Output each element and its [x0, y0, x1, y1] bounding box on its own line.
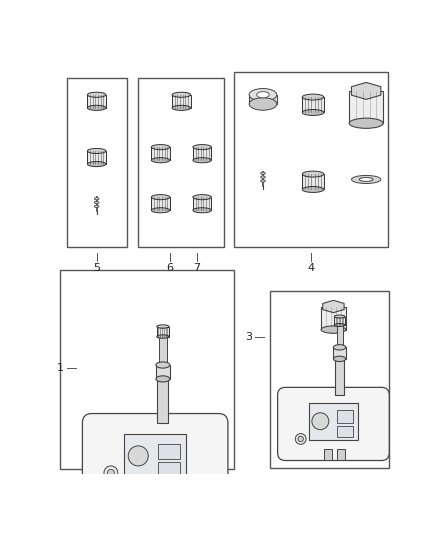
- Bar: [324, 449, 332, 460]
- Ellipse shape: [333, 345, 346, 350]
- Ellipse shape: [359, 177, 373, 181]
- Ellipse shape: [107, 470, 114, 477]
- FancyBboxPatch shape: [82, 414, 228, 502]
- FancyBboxPatch shape: [278, 387, 389, 461]
- Ellipse shape: [193, 158, 212, 163]
- Ellipse shape: [193, 144, 212, 150]
- Ellipse shape: [88, 161, 106, 167]
- Bar: [321, 306, 346, 329]
- Ellipse shape: [349, 118, 383, 128]
- Ellipse shape: [261, 180, 265, 182]
- Bar: [158, 443, 180, 459]
- Bar: [249, 95, 277, 104]
- Bar: [60, 270, 234, 469]
- Bar: [309, 403, 358, 440]
- Ellipse shape: [261, 172, 265, 174]
- Ellipse shape: [302, 187, 324, 192]
- Bar: [172, 95, 191, 108]
- Ellipse shape: [172, 92, 191, 98]
- Ellipse shape: [334, 315, 345, 318]
- Ellipse shape: [151, 158, 170, 163]
- Bar: [349, 91, 383, 123]
- Ellipse shape: [312, 413, 329, 430]
- Polygon shape: [351, 83, 381, 99]
- Ellipse shape: [151, 144, 170, 150]
- Ellipse shape: [157, 325, 169, 328]
- Bar: [151, 147, 170, 160]
- Ellipse shape: [156, 362, 170, 368]
- Ellipse shape: [94, 201, 99, 204]
- Text: 4: 4: [307, 263, 314, 273]
- Ellipse shape: [94, 198, 99, 200]
- Text: 6: 6: [166, 263, 173, 273]
- Ellipse shape: [88, 92, 106, 98]
- Bar: [67, 78, 127, 247]
- Bar: [124, 434, 186, 477]
- Bar: [270, 291, 389, 468]
- Bar: [335, 360, 344, 395]
- Ellipse shape: [156, 376, 170, 382]
- Bar: [193, 147, 212, 160]
- Ellipse shape: [334, 324, 345, 327]
- Bar: [193, 197, 212, 210]
- Text: 3: 3: [245, 332, 252, 342]
- Ellipse shape: [94, 205, 99, 207]
- Ellipse shape: [88, 148, 106, 154]
- Bar: [302, 174, 324, 189]
- Bar: [336, 324, 343, 348]
- Ellipse shape: [302, 94, 324, 100]
- Bar: [158, 381, 168, 423]
- Bar: [88, 151, 106, 164]
- Bar: [159, 334, 167, 365]
- Bar: [333, 348, 346, 359]
- Bar: [334, 317, 345, 325]
- Text: 7: 7: [193, 263, 200, 273]
- Ellipse shape: [151, 208, 170, 213]
- Ellipse shape: [88, 106, 106, 110]
- Bar: [337, 449, 345, 460]
- Ellipse shape: [302, 171, 324, 177]
- Bar: [156, 365, 170, 379]
- Text: 5: 5: [93, 263, 100, 273]
- Ellipse shape: [352, 175, 381, 183]
- Ellipse shape: [104, 466, 118, 480]
- Text: 1: 1: [57, 363, 64, 373]
- Ellipse shape: [295, 433, 306, 445]
- Ellipse shape: [257, 92, 269, 98]
- Polygon shape: [323, 301, 344, 313]
- Ellipse shape: [193, 208, 212, 213]
- Bar: [159, 484, 168, 498]
- Bar: [88, 95, 106, 108]
- Ellipse shape: [157, 335, 169, 338]
- Ellipse shape: [333, 356, 346, 361]
- Ellipse shape: [193, 195, 212, 200]
- Bar: [158, 462, 180, 478]
- Ellipse shape: [302, 109, 324, 116]
- Bar: [336, 410, 353, 423]
- Ellipse shape: [249, 98, 277, 110]
- Bar: [157, 327, 169, 336]
- Bar: [302, 97, 324, 112]
- Ellipse shape: [128, 446, 148, 466]
- Bar: [234, 71, 388, 247]
- Ellipse shape: [249, 88, 277, 101]
- Bar: [141, 484, 151, 498]
- Ellipse shape: [172, 106, 191, 110]
- Ellipse shape: [261, 176, 265, 179]
- Bar: [138, 78, 224, 247]
- Ellipse shape: [321, 326, 346, 333]
- Ellipse shape: [298, 436, 304, 442]
- Bar: [336, 426, 353, 437]
- Ellipse shape: [151, 195, 170, 200]
- Bar: [151, 197, 170, 210]
